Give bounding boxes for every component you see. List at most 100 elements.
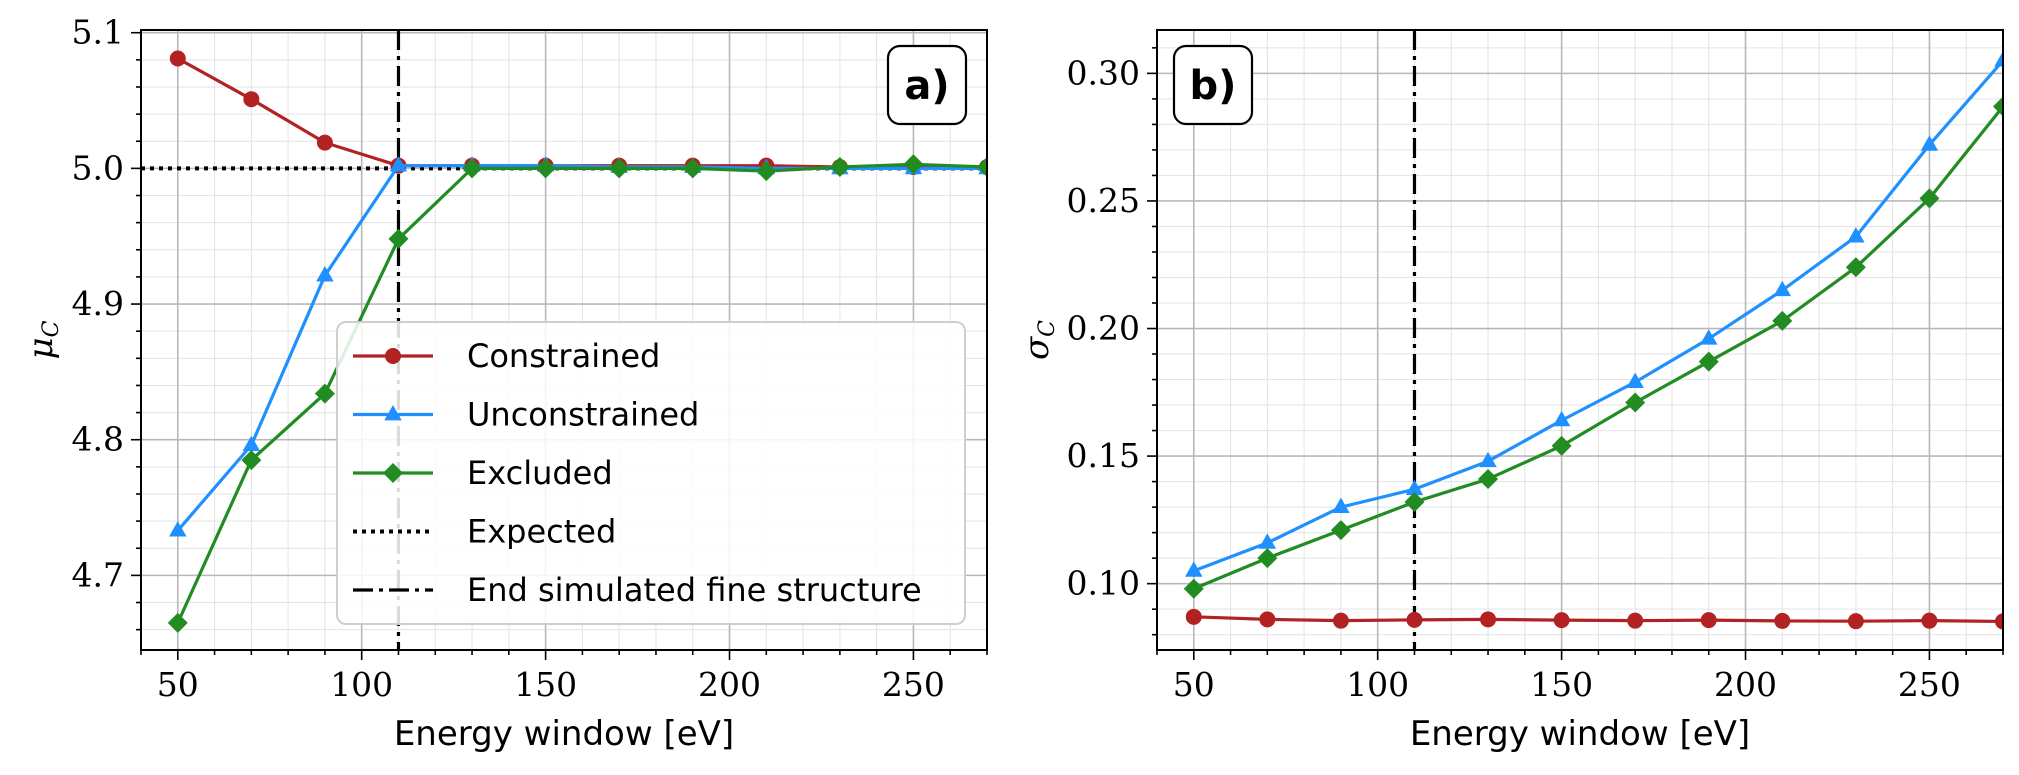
series-line: [176, 164, 987, 532]
data-point: [1258, 533, 1277, 549]
legend-marker: [383, 463, 403, 483]
data-point: [1698, 351, 1719, 372]
data-point: [1626, 372, 1644, 388]
data-point: [1919, 188, 1940, 209]
y-axis-subscript: C: [39, 320, 64, 337]
data-point: [169, 50, 186, 67]
panel-label-box: [1172, 44, 1254, 126]
panel-b: 50 100 150 200 250 0.10 0.15 0.20 0.25 0.30 Energy…: [1017, 29, 2004, 754]
data-point: [1994, 51, 2003, 67]
data-point: [1406, 611, 1423, 628]
data-point: [1921, 612, 1938, 629]
data-point: [1332, 612, 1349, 629]
legend: Constrained Unconstrained Excluded Expected…: [336, 321, 966, 625]
x-tick-label: 50: [157, 665, 199, 704]
y-axis-symbol: σ: [1017, 336, 1057, 360]
data-point: [389, 156, 408, 172]
data-point: [241, 450, 262, 471]
data-point: [1405, 479, 1424, 496]
data-point: [1773, 280, 1792, 297]
data-point: [1259, 611, 1276, 628]
legend-label: End simulated fine structure: [467, 571, 922, 609]
series-excluded: [167, 154, 987, 633]
x-tick-label: 150: [1530, 665, 1593, 704]
series-line: [176, 162, 987, 624]
data-point: [1332, 497, 1350, 514]
panel-label-box: [886, 44, 968, 126]
data-point: [1847, 613, 1864, 630]
data-point: [756, 161, 777, 182]
data-point: [1699, 329, 1718, 345]
x-tick-label: 250: [882, 665, 945, 704]
y-axis-subscript: C: [1035, 320, 1060, 337]
panel-b-series: [1183, 51, 2003, 630]
data-point: [1627, 612, 1644, 629]
data-point: [1183, 578, 1204, 599]
legend-label: Constrained: [467, 337, 660, 375]
data-point: [1847, 227, 1865, 243]
y-tick-label: 5.0: [72, 148, 124, 187]
data-point: [1774, 612, 1791, 629]
panel-a-frame: [140, 29, 988, 651]
data-point: [316, 266, 334, 282]
data-point: [1772, 310, 1793, 331]
data-point: [903, 154, 924, 175]
panel-b-frame: [1156, 29, 2004, 651]
x-tick-label: 100: [330, 665, 393, 704]
y-tick-label: 4.7: [72, 555, 124, 594]
data-point: [314, 383, 335, 404]
data-point: [609, 158, 630, 179]
legend-marker: [384, 405, 402, 421]
data-point: [1185, 561, 1203, 577]
data-point: [167, 612, 188, 633]
y-tick-label: 4.9: [72, 284, 124, 323]
data-point: [1478, 469, 1499, 490]
y-axis-label: μC: [21, 320, 64, 359]
y-tick-label: 0.15: [1067, 436, 1140, 475]
legend-box: [336, 321, 966, 625]
panel-a: 50 100 150 200 250 4.7 4.8 4.9 5.0 5.1 Energy wind…: [21, 13, 988, 754]
data-point: [1330, 520, 1351, 541]
panel-label: a): [904, 63, 949, 109]
series-constrained: [1185, 608, 2003, 630]
data-point: [1404, 492, 1425, 513]
data-point: [316, 134, 333, 151]
data-point: [1257, 548, 1278, 569]
data-point: [1700, 612, 1717, 629]
data-point: [242, 435, 261, 452]
y-tick-label: 0.20: [1067, 309, 1140, 348]
legend-marker: [385, 348, 401, 364]
data-point: [1552, 410, 1571, 427]
series-line: [1193, 59, 2003, 573]
x-tick-label: 200: [1714, 665, 1777, 704]
series-unconstrained: [1185, 51, 2003, 577]
data-point: [1845, 257, 1866, 278]
data-point: [169, 521, 187, 537]
panel-b-grid: [1156, 30, 2004, 650]
data-point: [388, 228, 409, 249]
y-axis-symbol: μ: [21, 337, 61, 359]
data-point: [682, 158, 703, 179]
y-axis-label: σC: [1017, 320, 1060, 360]
series-line: [1193, 615, 2003, 624]
y-tick-label: 0.30: [1067, 53, 1140, 92]
x-tick-label: 200: [698, 665, 761, 704]
data-point: [535, 158, 556, 179]
y-tick-label: 4.8: [72, 420, 124, 459]
y-tick-label: 5.1: [72, 13, 124, 52]
x-axis-label: Energy window [eV]: [1410, 714, 1750, 754]
x-tick-label: 100: [1346, 665, 1409, 704]
panel-label: b): [1190, 63, 1237, 109]
data-point: [243, 91, 260, 108]
legend-label: Expected: [467, 513, 616, 551]
x-axis-label: Energy window [eV]: [394, 714, 734, 754]
data-point: [829, 157, 850, 178]
x-tick-label: 250: [1898, 665, 1961, 704]
data-point: [1993, 96, 2003, 117]
series-line: [1193, 105, 2003, 591]
panel-a-ticks: [131, 31, 988, 660]
series-excluded: [1183, 96, 2003, 599]
data-point: [1625, 392, 1646, 413]
data-point: [1479, 451, 1497, 468]
data-point: [1920, 135, 1939, 151]
